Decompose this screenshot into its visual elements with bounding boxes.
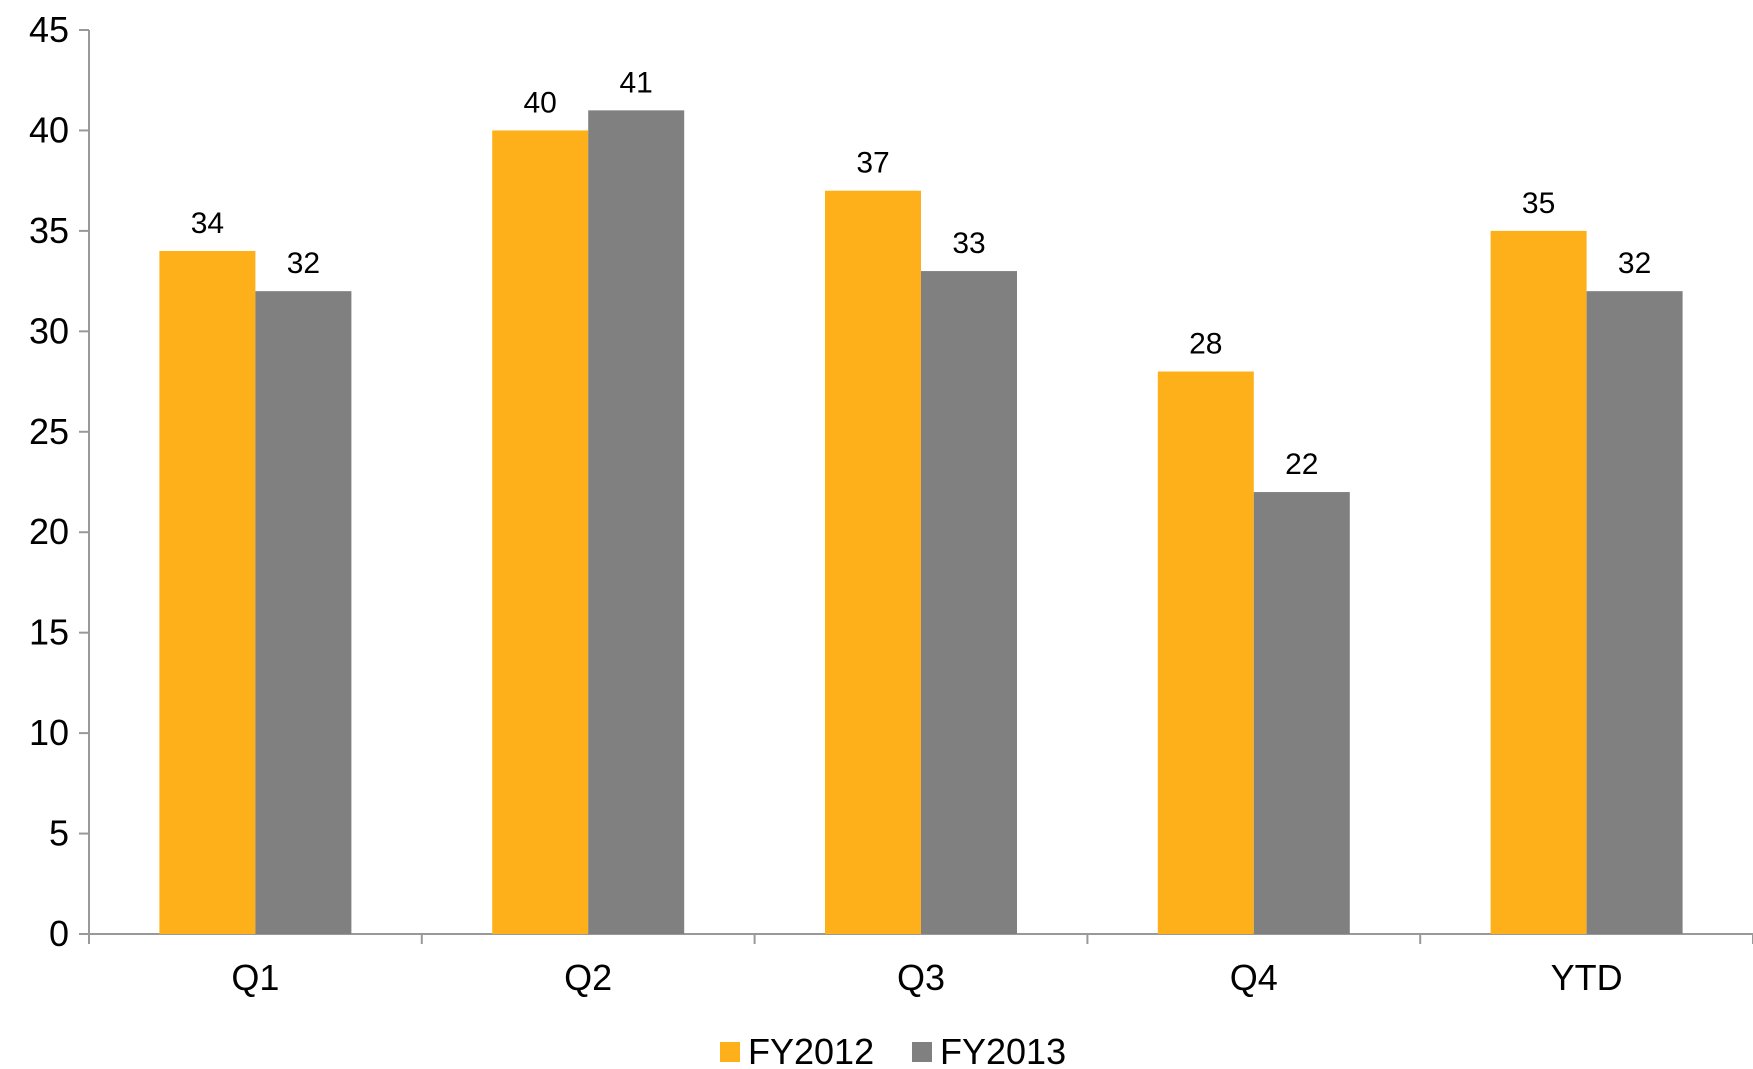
y-tick-label: 40 [29,109,69,150]
data-label-fy2013-q3: 33 [952,227,985,260]
y-axis: 0 5 10 15 20 25 30 35 40 45 [29,9,89,954]
legend-swatch-fy2013 [912,1042,932,1062]
y-tick-label: 25 [29,411,69,452]
data-label-fy2013-ytd: 32 [1618,247,1651,280]
data-label-fy2012-q1: 34 [191,207,224,240]
y-tick-label: 45 [29,9,69,50]
legend-label-fy2012: FY2012 [748,1031,874,1069]
bar-fy2012-q2 [492,130,588,934]
x-category-label: Q2 [564,957,612,998]
legend-swatch-fy2012 [720,1042,740,1062]
y-tick-label: 30 [29,310,69,351]
y-tick-label: 15 [29,612,69,653]
bar-fy2012-q3 [825,191,921,934]
legend-label-fy2013: FY2013 [940,1031,1066,1069]
y-tick-label: 10 [29,712,69,753]
bar-fy2013-ytd [1587,291,1683,934]
data-label-fy2013-q4: 22 [1285,448,1318,481]
data-label-fy2012-q3: 37 [856,147,889,180]
legend: FY2012 FY2013 [720,1031,1066,1069]
x-category-label: Q3 [897,957,945,998]
y-tick-label: 5 [49,813,69,854]
y-tick-label: 0 [49,913,69,954]
y-tick-label: 20 [29,511,69,552]
bars [159,110,1682,934]
data-label-fy2012-q4: 28 [1189,328,1222,361]
bar-fy2013-q2 [588,110,684,934]
bar-fy2013-q4 [1254,492,1350,934]
data-label-fy2012-ytd: 35 [1522,187,1555,220]
bar-fy2012-q1 [159,251,255,934]
bar-fy2013-q1 [255,291,351,934]
x-axis: Q1 Q2 Q3 Q4 YTD [89,934,1753,998]
x-category-label: YTD [1551,957,1623,998]
data-label-fy2013-q1: 32 [287,247,320,280]
x-category-label: Q4 [1230,957,1278,998]
bar-fy2012-q4 [1158,372,1254,934]
bar-fy2012-ytd [1491,231,1587,934]
x-category-label: Q1 [231,957,279,998]
data-label-fy2013-q2: 41 [620,66,653,99]
bar-fy2013-q3 [921,271,1017,934]
data-label-fy2012-q2: 40 [524,86,557,119]
y-tick-label: 35 [29,210,69,251]
